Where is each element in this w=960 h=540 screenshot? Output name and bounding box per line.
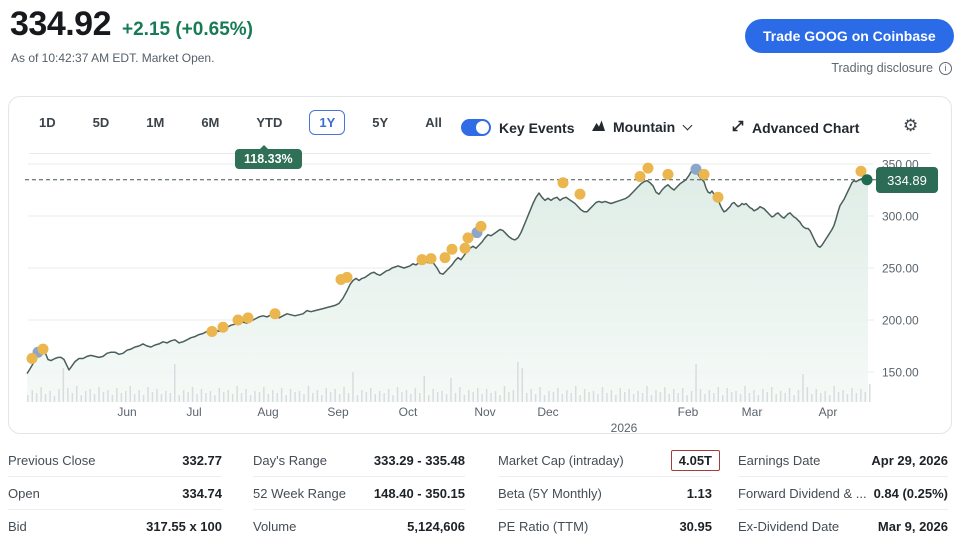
key-events-label: Key Events [499,120,575,136]
range-button-6m[interactable]: 6M [191,110,229,135]
stat-row: Beta (5Y Monthly) 1.13 [498,477,712,510]
chart-type-dropdown[interactable]: Mountain [591,119,693,135]
price-chart[interactable] [25,156,940,418]
stat-row: 52 Week Range 148.40 - 350.15 [253,477,465,510]
current-price-badge: 334.89 [876,167,938,193]
trading-disclosure-link[interactable]: Trading disclosure [831,61,933,75]
settings-gear-icon[interactable]: ⚙ [903,116,919,136]
stat-value: 332.77 [182,452,222,468]
price-change: +2.15 (+0.65%) [122,19,253,40]
range-button-1y[interactable]: 1Y [309,110,346,135]
stat-row: Open 334.74 [8,477,222,510]
range-button-1d[interactable]: 1D [29,110,66,135]
stat-value-highlighted: 4.05T [670,449,720,471]
toolbar-divider [29,153,931,154]
stock-price: 334.92 [10,5,112,43]
stat-row: Forward Dividend & ... 0.84 (0.25%) [738,477,948,510]
stat-row: Bid 317.55 x 100 [8,510,222,540]
stats-column-4: Earnings Date Apr 29, 2026 Forward Dividen… [738,444,948,540]
stat-value: 1.13 [686,485,712,501]
range-button-ytd[interactable]: YTD [246,110,292,135]
toggle-knob [476,121,489,134]
stat-value: 5,124,606 [407,518,465,534]
stat-label: Market Cap (intraday) [498,452,624,468]
stat-row: Previous Close 332.77 [8,444,222,477]
trade-button[interactable]: Trade GOOG on Coinbase [745,19,954,53]
advanced-chart-label: Advanced Chart [752,119,860,136]
stat-label: Previous Close [8,452,96,468]
range-return-badge: 118.33% [235,145,302,169]
stat-label: 52 Week Range [253,485,346,501]
stats-column-3: Market Cap (intraday) 4.05T Beta (5Y Month… [498,444,720,540]
price-header: 334.92 +2.15 (+0.65%) [10,5,253,44]
stat-value: 0.84 (0.25%) [873,485,948,501]
stat-row: PE Ratio (TTM) 30.95 [498,510,712,540]
expand-arrows-icon [731,119,745,136]
range-selector: 1D 5D 1M 6M YTD 1Y 5Y All [29,110,452,135]
stat-label: Ex-Dividend Date [738,518,840,534]
stat-label: Volume [253,518,297,534]
stat-value: 317.55 x 100 [146,518,222,534]
info-icon[interactable]: i [939,61,952,75]
stat-value: 30.95 [679,518,712,534]
stat-row: Ex-Dividend Date Mar 9, 2026 [738,510,948,540]
stat-row: Earnings Date Apr 29, 2026 [738,444,948,477]
stat-label: Day's Range [253,452,328,468]
stat-label: Forward Dividend & ... [738,485,867,501]
stat-value: 333.29 - 335.48 [373,452,465,468]
as-of-text: As of 10:42:37 AM EDT. Market Open. [11,51,215,65]
stat-value: Mar 9, 2026 [877,518,948,534]
stat-row: Volume 5,124,606 [253,510,465,540]
stat-row: Day's Range 333.29 - 335.48 [253,444,465,477]
range-button-5d[interactable]: 5D [83,110,120,135]
chart-type-label: Mountain [613,119,676,135]
stat-value: 334.74 [182,485,222,501]
stat-value: Apr 29, 2026 [871,452,948,468]
stat-label: PE Ratio (TTM) [498,518,589,534]
range-button-all[interactable]: All [415,110,452,135]
advanced-chart-button[interactable]: Advanced Chart [731,119,859,136]
chevron-down-icon [682,120,693,130]
stat-value: 148.40 - 350.15 [373,485,465,501]
stat-label: Open [8,485,40,501]
key-events-toggle[interactable] [461,119,491,136]
stats-column-1: Previous Close 332.77 Open 334.74 Bid 317.55 … [8,444,222,540]
stat-label: Beta (5Y Monthly) [498,485,602,501]
trading-disclosure: Trading disclosure i [831,61,952,75]
stat-label: Earnings Date [738,452,821,468]
mountain-icon [591,119,606,135]
range-button-1m[interactable]: 1M [136,110,174,135]
stats-column-2: Day's Range 333.29 - 335.48 52 Week Range 1… [253,444,465,540]
range-button-5y[interactable]: 5Y [362,110,398,135]
stat-row: Market Cap (intraday) 4.05T [498,444,720,477]
stat-label: Bid [8,518,27,534]
